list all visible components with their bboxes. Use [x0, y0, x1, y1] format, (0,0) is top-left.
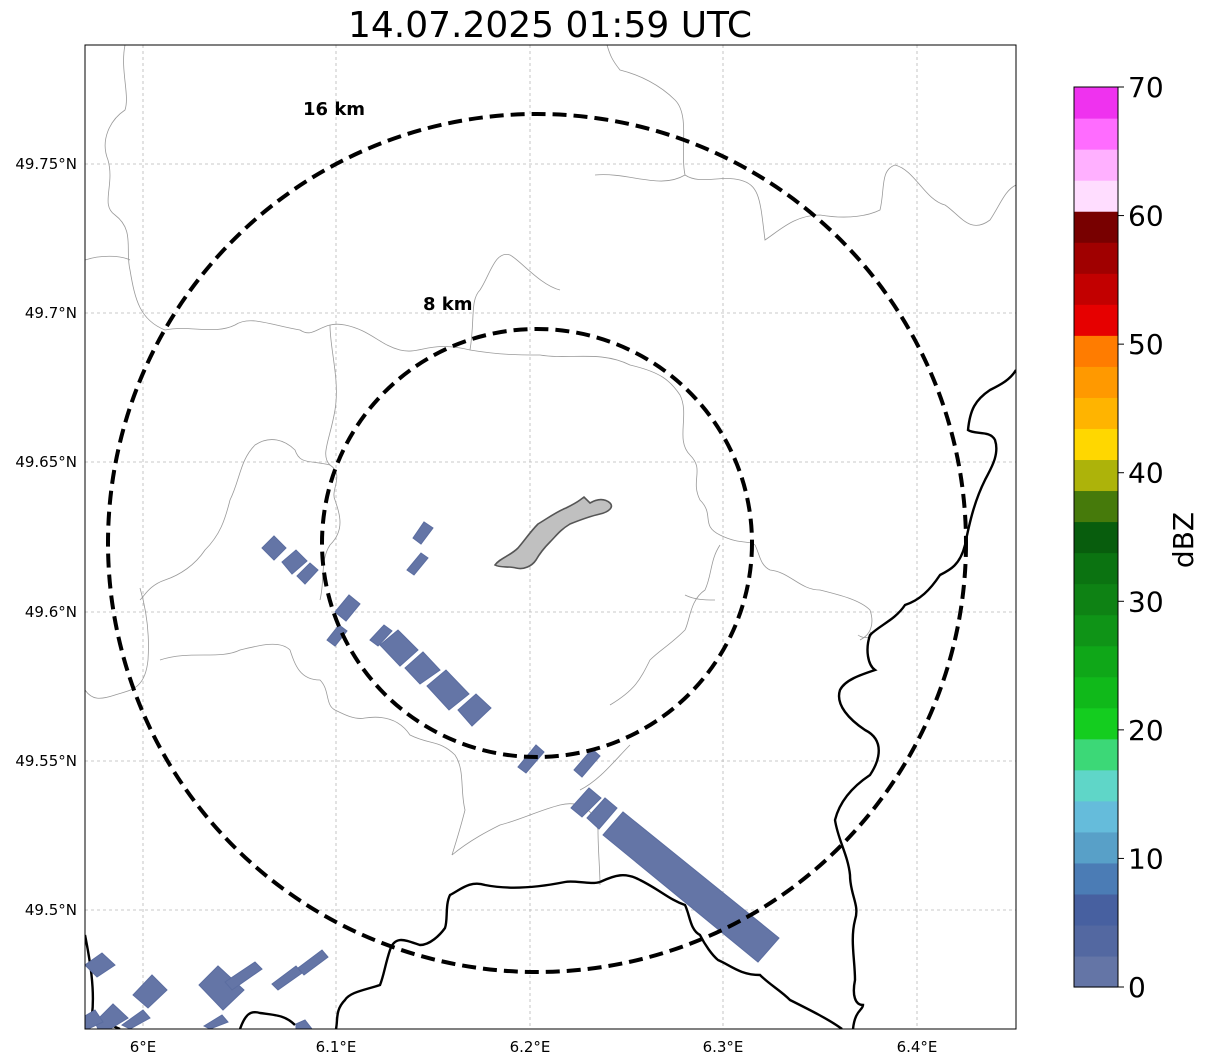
colorbar-segment	[1074, 645, 1118, 678]
lat-tick-label: 49.55°N	[15, 752, 77, 770]
colorbar-label: dBZ	[1167, 512, 1200, 568]
map-title: 14.07.2025 01:59 UTC	[347, 5, 753, 46]
colorbar-segment	[1074, 397, 1118, 429]
admin-boundaries	[85, 45, 1016, 886]
range-label-16km: 16 km	[303, 99, 365, 120]
colorbar-segment	[1074, 149, 1118, 181]
colorbar-tick-label: 20	[1128, 714, 1164, 747]
colorbar-segment	[1074, 583, 1118, 616]
colorbar-segment	[1074, 87, 1118, 119]
lon-tick-label: 6.4°E	[897, 1038, 938, 1056]
colorbar-segment	[1074, 459, 1118, 492]
colorbar-tick-label: 60	[1128, 200, 1164, 233]
colorbar-frame	[1073, 86, 1119, 988]
colorbar-segment	[1074, 304, 1118, 336]
colorbar-segment	[1074, 366, 1118, 398]
colorbar-tick-label: 40	[1128, 457, 1164, 490]
colorbar-segment	[1074, 707, 1118, 740]
colorbar-segment	[1074, 428, 1118, 461]
colorbar-segment	[1074, 490, 1118, 523]
colorbar-segment	[1074, 552, 1118, 585]
colorbar-tick-label: 50	[1128, 328, 1164, 361]
colorbar-segment	[1074, 738, 1118, 771]
range-ring-8km	[320, 327, 754, 759]
city-outline	[493, 495, 613, 570]
range-ring-16km	[106, 112, 968, 974]
lat-tick-labels: 49.75°N 49.7°N 49.65°N 49.6°N 49.55°N 49…	[15, 155, 77, 919]
lon-tick-label: 6°E	[130, 1038, 157, 1056]
colorbar-tick-label: 30	[1128, 585, 1164, 618]
lat-tick-label: 49.75°N	[15, 155, 77, 173]
lon-tick-label: 6.1°E	[316, 1038, 357, 1056]
colorbar-segment	[1074, 180, 1118, 212]
range-rings	[106, 112, 968, 974]
colorbar-segment	[1074, 676, 1118, 709]
lat-tick-label: 49.6°N	[25, 603, 77, 621]
colorbar-segment	[1074, 893, 1118, 926]
colorbar-segment	[1074, 800, 1118, 833]
colorbar-segment	[1074, 955, 1118, 988]
colorbar-ticks: 0 10 20 30 40 50 60 70	[1118, 71, 1164, 1004]
colorbar-segment	[1074, 769, 1118, 802]
lat-tick-label: 49.7°N	[25, 304, 77, 322]
colorbar-segment	[1074, 862, 1118, 895]
colorbar-segment	[1074, 924, 1118, 957]
colorbar-segment	[1074, 118, 1118, 150]
colorbar-segment	[1074, 521, 1118, 554]
colorbar-tick-label: 0	[1128, 971, 1146, 1004]
colorbar-segment	[1074, 242, 1118, 274]
colorbar-segment	[1074, 211, 1118, 243]
lon-tick-label: 6.2°E	[510, 1038, 551, 1056]
colorbar-segment	[1074, 273, 1118, 305]
national-border	[85, 369, 1016, 1029]
colorbar-tick-label: 10	[1128, 842, 1164, 875]
colorbar-segment	[1074, 831, 1118, 864]
colorbar	[1073, 86, 1119, 988]
lon-tick-label: 6.3°E	[703, 1038, 744, 1056]
colorbar-segment	[1074, 335, 1118, 367]
colorbar-segment	[1074, 614, 1118, 647]
lat-tick-label: 49.65°N	[15, 453, 77, 471]
lat-tick-label: 49.5°N	[25, 901, 77, 919]
colorbar-tick-label: 70	[1128, 71, 1164, 104]
map-frame	[84, 44, 1017, 1030]
lon-tick-labels: 6°E 6.1°E 6.2°E 6.3°E 6.4°E	[130, 1038, 938, 1056]
range-label-8km: 8 km	[423, 294, 473, 315]
radar-echoes	[85, 521, 780, 1029]
